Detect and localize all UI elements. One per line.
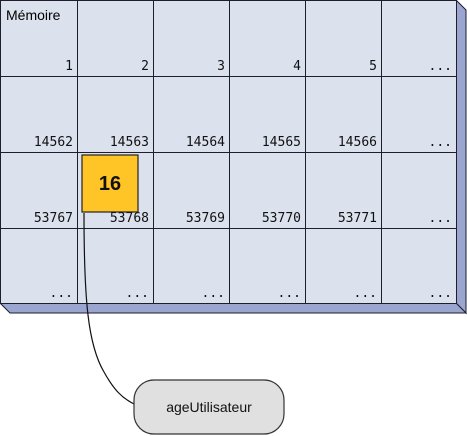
memory-cell [229,152,306,229]
memory-address-label: 2 [141,59,149,74]
memory-address-label: 5 [369,59,377,74]
memory-cell [153,228,230,304]
memory-address-label: ... [354,286,377,301]
memory-address-label: 53769 [186,211,225,226]
memory-address-label: ... [50,286,73,301]
memory-shadow-right [455,0,467,315]
memory-cell [77,0,154,77]
memory-address-label: 4 [293,59,301,74]
memory-cell [229,76,306,153]
memory-address-label: 53767 [34,211,73,226]
memory-title: Mémoire [6,7,61,23]
memory-cell [0,0,78,77]
variable-name: ageUtilisateur [166,399,252,415]
stored-value-box: 16 [81,154,139,213]
memory-cell [77,76,154,153]
memory-cell [381,0,457,77]
connector-line [83,212,135,405]
memory-address-label: 14565 [262,135,301,150]
memory-cell [0,228,78,304]
memory-cell [381,152,457,229]
memory-address-label: 53768 [110,211,149,226]
memory-cell [0,152,78,229]
stored-value: 16 [99,173,121,195]
memory-cell [305,0,382,77]
memory-address-label: 53771 [338,211,377,226]
memory-cell [229,228,306,304]
memory-address-label: ... [202,286,225,301]
memory-grid: 1 2 3 4 5 ... 14562 14563 14564 14565 14566 ... 5376… [0,0,457,304]
memory-cell [381,228,457,304]
variable-label-box: ageUtilisateur [133,379,285,435]
memory-cell [381,76,457,153]
memory-cell [77,228,154,304]
memory-address-label: ... [126,286,149,301]
memory-address-label: 14562 [34,135,73,150]
memory-cell [229,0,306,77]
memory-cell [305,228,382,304]
memory-address-label: 14563 [110,135,149,150]
memory-address-label: 1 [65,59,73,74]
memory-address-label: 53770 [262,211,301,226]
memory-address-label: ... [429,211,452,226]
variable-label-background [133,379,285,435]
memory-address-label: 14564 [186,135,225,150]
stored-value-background [81,154,139,213]
memory-shadow-bottom [0,302,467,314]
memory-address-label: ... [429,286,452,301]
memory-address-label: ... [429,59,452,74]
memory-address-label: ... [429,135,452,150]
memory-cell [153,0,230,77]
memory-cell [305,152,382,229]
memory-address-label: 14566 [338,135,377,150]
memory-address-label: 3 [217,59,225,74]
memory-address-label: ... [278,286,301,301]
